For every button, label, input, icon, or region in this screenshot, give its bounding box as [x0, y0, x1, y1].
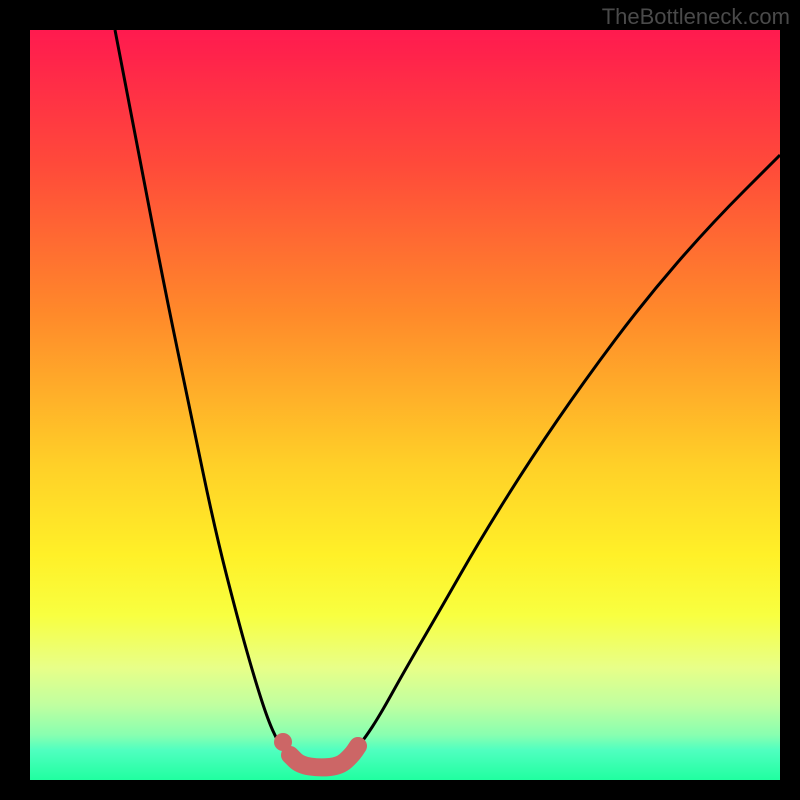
highlight-dot	[274, 733, 292, 751]
chart-container: TheBottleneck.com	[0, 0, 800, 800]
left-curve	[115, 30, 285, 750]
right-curve	[355, 155, 780, 750]
watermark-label: TheBottleneck.com	[602, 4, 790, 30]
plot-area	[30, 30, 780, 780]
chart-svg	[30, 30, 780, 780]
highlight-trough	[290, 746, 358, 767]
